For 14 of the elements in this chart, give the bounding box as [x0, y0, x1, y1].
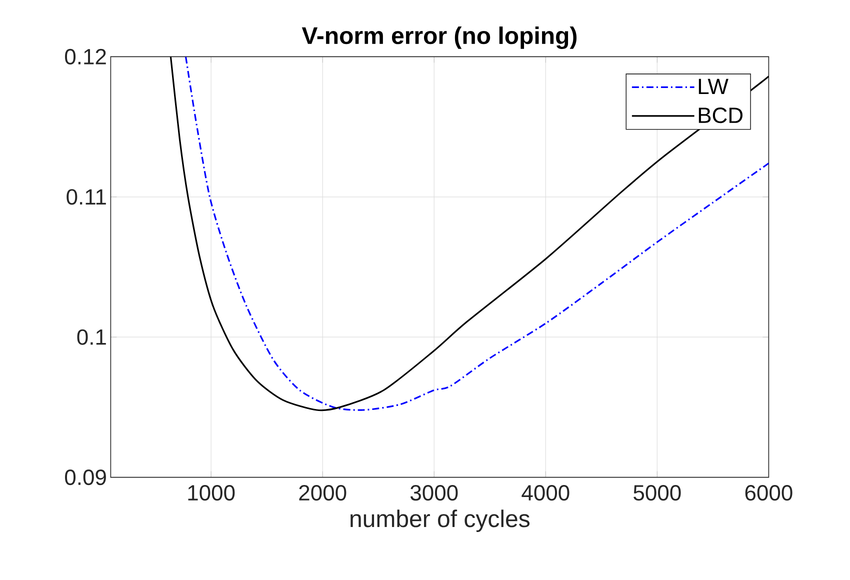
x-tick-label: 4000: [522, 485, 570, 501]
x-tick-label: 2000: [299, 485, 346, 501]
legend-label: BCD: [698, 108, 742, 124]
y-tick-label: 0.09: [65, 470, 106, 486]
x-tick-label: 5000: [634, 485, 681, 501]
y-tick-label: 0.11: [66, 189, 106, 205]
y-tick-label: 0.12: [65, 48, 106, 64]
x-tick-label: 6000: [745, 485, 792, 501]
x-tick-label: 3000: [410, 485, 458, 501]
chart-title: V-norm error (no loping): [302, 26, 577, 50]
legend-label: LW: [698, 78, 728, 94]
x-tick-label: 1000: [188, 485, 235, 501]
y-tick-label: 0.1: [77, 329, 106, 345]
x-axis-title: number of cycles: [350, 510, 530, 532]
